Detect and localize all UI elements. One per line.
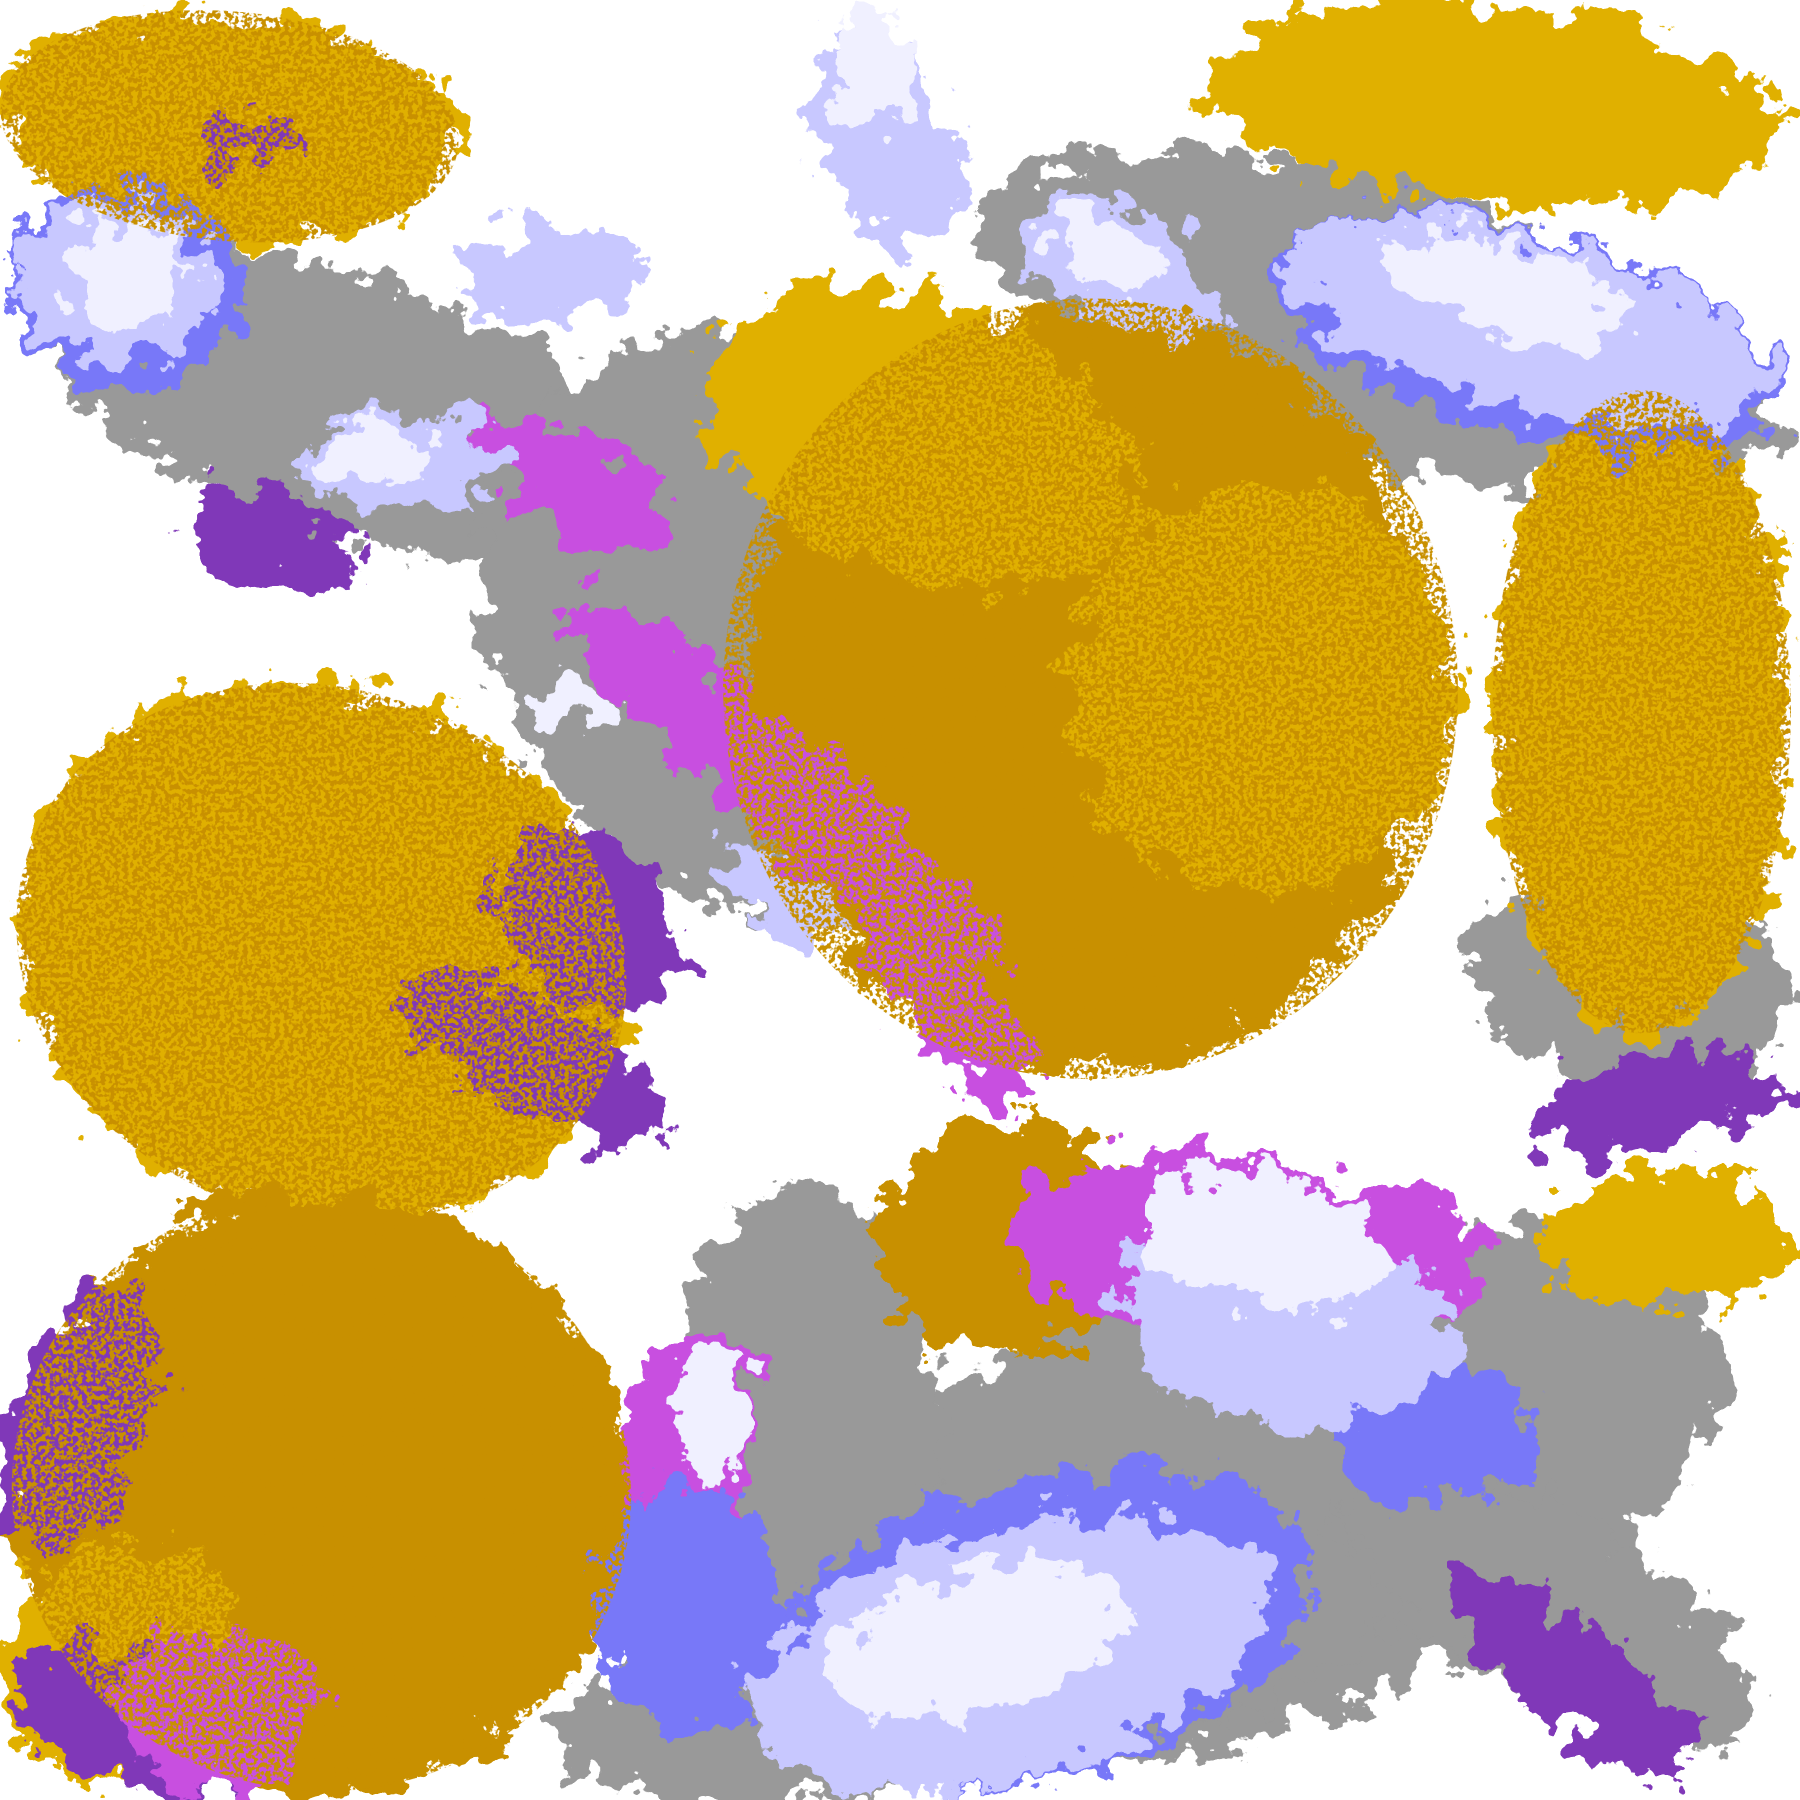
gold-cloud-region [1538,1170,1791,1309]
pale-cloud-region [1137,1168,1388,1312]
purple-cloud-region [1517,1050,1789,1154]
speckle-texture [11,1193,632,1792]
purple-cloud-region [1453,1572,1692,1780]
speckle-texture [1492,390,1791,1034]
speckle-texture [723,298,1458,1080]
magenta-cloud-region [481,416,667,548]
pale-cloud-region [830,1564,1122,1719]
pale-cloud-layer [63,11,1627,1719]
pale-cloud-region [315,424,442,483]
blue-cloud-region [596,1480,781,1734]
pale-cloud-region [528,683,620,729]
pale-cloud-region [1381,231,1627,343]
pale-cloud-region [832,11,913,127]
lavender-cloud-region [459,229,643,322]
purple-cloud-region [187,486,364,593]
pale-cloud-region [1049,205,1155,289]
speckle-texture [16,683,627,1223]
gold-cloud-region [1202,0,1782,207]
pale-cloud-region [677,1343,747,1481]
speckle-texture [0,10,459,243]
pale-cloud-region [63,218,190,333]
